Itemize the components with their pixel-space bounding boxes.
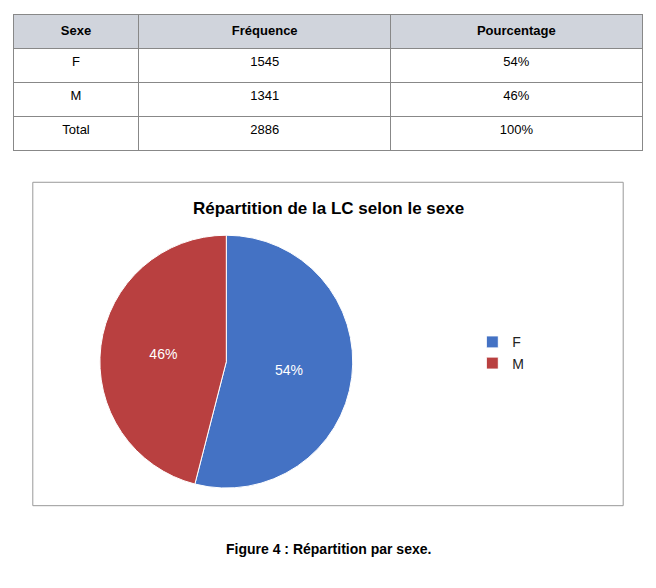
svg-text:54%: 54% <box>275 362 303 378</box>
svg-text:46%: 46% <box>503 88 529 103</box>
svg-text:F: F <box>512 334 521 350</box>
svg-text:1545: 1545 <box>250 54 279 69</box>
svg-text:2886: 2886 <box>250 122 279 137</box>
svg-text:54%: 54% <box>503 54 529 69</box>
svg-text:100%: 100% <box>500 122 534 137</box>
svg-text:M: M <box>71 88 82 103</box>
svg-text:Figure 4 : Répartition par sex: Figure 4 : Répartition par sexe. <box>226 541 431 557</box>
svg-text:M: M <box>512 356 524 372</box>
svg-text:Fréquence: Fréquence <box>232 23 298 38</box>
svg-text:Répartition de la LC selon le: Répartition de la LC selon le sexe <box>193 199 464 218</box>
svg-text:F: F <box>72 54 80 69</box>
svg-text:46%: 46% <box>149 346 177 362</box>
svg-text:Pourcentage: Pourcentage <box>477 23 556 38</box>
svg-text:Total: Total <box>62 122 90 137</box>
svg-text:Sexe: Sexe <box>61 23 91 38</box>
svg-text:1341: 1341 <box>250 88 279 103</box>
